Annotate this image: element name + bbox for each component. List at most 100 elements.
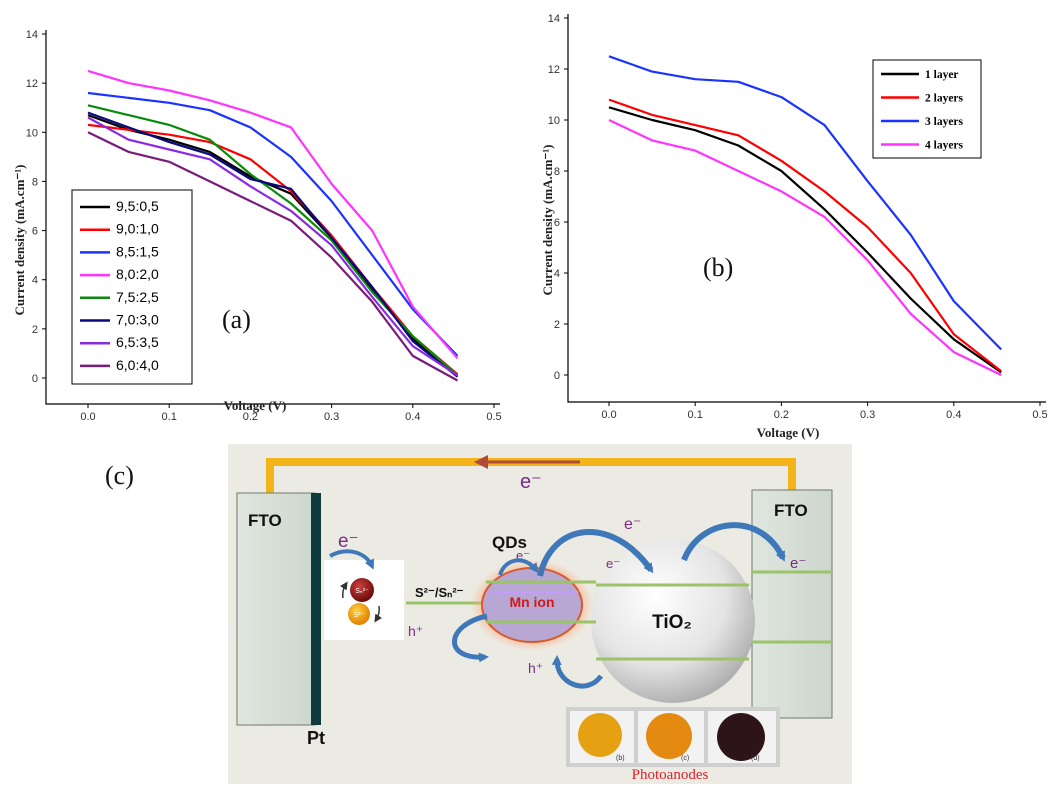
circuit-electron-label: e⁻ xyxy=(520,471,542,493)
chart-a-legend-label-2: 9,0:1,0 xyxy=(116,221,159,237)
chart-b-ytick-label: 14 xyxy=(548,13,560,25)
chart-b-panel-label: (b) xyxy=(703,253,733,282)
photoanodes-photo: (b) (c) (d) xyxy=(566,707,780,767)
chart-a-ytick-label: 6 xyxy=(32,226,38,238)
chart-a-ytick-label: 8 xyxy=(32,176,38,188)
chart-b-xtick-label: 0.1 xyxy=(688,409,703,421)
chart-b-xtick-label: 0.0 xyxy=(601,409,616,421)
recombination-arrow-icon xyxy=(551,655,604,689)
chart-a-series-line-4 xyxy=(87,69,459,360)
chart-a-axes: 0.0 0.1 0.2 0.3 0.4 0.5 0 2 4 6 8 10 12 14 xyxy=(26,29,502,423)
chart-b-xtick-label: 0.2 xyxy=(774,409,789,421)
chart-a-legend-label-7: 6,5:3,5 xyxy=(116,334,159,350)
chart-b-series-line-2 xyxy=(608,98,1002,373)
fto-right-label: FTO xyxy=(774,501,808,520)
chart-a-series-line-3 xyxy=(87,91,459,357)
redox-hole-label: h⁺ xyxy=(408,623,423,639)
s-ion-sphere xyxy=(348,603,370,625)
chart-b-legend-label-2: 2 layers xyxy=(925,93,964,105)
tio2-sphere xyxy=(591,539,755,703)
chart-a-ytick-label: 10 xyxy=(26,127,38,139)
chart-b-spines xyxy=(567,14,1046,403)
chart-b-series-line-3 xyxy=(608,55,1002,351)
chart-a-series-line-8 xyxy=(87,131,459,382)
chart-b-legend-label-1: 1 layer xyxy=(925,69,959,81)
chart-b-ytick-label: 6 xyxy=(554,217,560,229)
chart-a-legend-label-4: 8,0:2,0 xyxy=(116,266,159,282)
chart-a-legend-label-5: 7,5:2,5 xyxy=(116,289,159,305)
chart-b-legend-box xyxy=(872,59,982,159)
s-ion-label: S²⁻ xyxy=(354,612,365,619)
chart-a-xtick-label: 0.2 xyxy=(243,411,258,423)
chart-a-series-line-6 xyxy=(87,111,459,378)
qd-to-tio2-arrow-icon xyxy=(537,529,654,577)
chart-a-xtick-label: 0.4 xyxy=(405,411,420,423)
chart-b-ytick-label: 8 xyxy=(554,166,560,178)
mn-ion-label: Mn ion xyxy=(509,594,554,610)
fto-right-electron-label: e⁻ xyxy=(790,555,806,572)
photoanodes-caption: Photoanodes xyxy=(632,767,709,783)
chart-a-xtick-label: 0.3 xyxy=(324,411,339,423)
chart-a-legend-label-3: 8,5:1,5 xyxy=(116,243,159,259)
injection-electron-label: e⁻ xyxy=(624,516,641,533)
fto-left-electrode xyxy=(236,492,316,726)
fto-right-electrode xyxy=(751,489,833,719)
circuit-arrow-head-icon xyxy=(474,455,488,469)
chart-a-xtick-label: 0.5 xyxy=(486,411,501,423)
chart-b-xlabel: Voltage (V) xyxy=(757,425,820,440)
redox-couple-label: S²⁻/Sₙ²⁻ xyxy=(415,585,464,600)
chart-a-ytick-label: 0 xyxy=(32,373,38,385)
pt-label: Pt xyxy=(307,728,325,748)
chart-a-legend-label-8: 6,0:4,0 xyxy=(116,357,159,373)
photo-tag-b: (b) xyxy=(616,755,625,762)
chart-b-ytick-label: 0 xyxy=(554,370,560,382)
chart-a-ytick-label: 4 xyxy=(32,275,38,287)
chart-b-series-line-4 xyxy=(608,119,1002,376)
sample-d-disc xyxy=(717,713,765,761)
chart-a-ylabel: Current density (mA.cm⁻¹) xyxy=(12,165,27,316)
chart-a-legend-label-1: 9,5:0,5 xyxy=(116,198,159,214)
chart-b-lines xyxy=(608,55,1002,376)
chart-a-panel-label: (a) xyxy=(222,305,251,334)
sn-ion-label: Sₙ²⁻ xyxy=(355,588,369,595)
chart-b-xtick-label: 0.5 xyxy=(1032,409,1047,421)
qd-hole-label: h⁺ xyxy=(528,660,543,676)
chart-b-legend-label-3: 3 layers xyxy=(925,116,964,128)
diagram-panel-label: (c) xyxy=(105,461,134,490)
chart-a-xlabel: Voltage (V) xyxy=(224,398,287,413)
fto-left-label: FTO xyxy=(248,511,282,530)
chart-a-lines xyxy=(87,69,459,382)
chart-a-xtick-label: 0.0 xyxy=(80,411,95,423)
chart-b-ytick-label: 4 xyxy=(554,268,560,280)
qd-tio2-electron-label: e⁻ xyxy=(606,556,620,571)
redox-cycle-arrow-right-icon xyxy=(374,605,383,623)
redox-cycle-arrow-left-icon xyxy=(339,581,348,599)
chart-b-axes: 0.0 0.1 0.2 0.3 0.4 0.5 0 2 4 6 8 10 12 14 xyxy=(548,13,1048,421)
chart-a-spines xyxy=(45,30,500,405)
photo-tag-c: (c) xyxy=(681,755,689,762)
chart-a-legend-box xyxy=(71,189,193,385)
chart-b-legend-label-4: 4 layers xyxy=(925,140,964,152)
chart-a: 0.0 0.1 0.2 0.3 0.4 0.5 0 2 4 6 8 10 12 14 (a) Voltag… xyxy=(12,29,502,423)
chart-a-ytick-label: 12 xyxy=(26,78,38,90)
chart-b-xtick-label: 0.3 xyxy=(860,409,875,421)
chart-b-xtick-label: 0.4 xyxy=(946,409,961,421)
chart-b-ytick-label: 10 xyxy=(548,115,560,127)
photo-tag-d: (d) xyxy=(751,755,760,762)
chart-a-xtick-label: 0.1 xyxy=(162,411,177,423)
tio2-to-fto-arrow-icon xyxy=(681,522,786,562)
chart-a-series-line-2 xyxy=(87,123,459,376)
chart-a-legend: 9,5:0,5 9,0:1,0 8,5:1,5 8,0:2,0 7,5:2,5 7,0:3… xyxy=(71,189,193,385)
chart-a-ytick-label: 14 xyxy=(26,29,38,41)
chart-a-series-line-7 xyxy=(87,116,459,377)
sn-ion-sphere xyxy=(350,578,374,602)
tio2-label: TiO₂ xyxy=(652,612,692,633)
chart-b-ytick-label: 2 xyxy=(554,319,560,331)
qds-label: QDs xyxy=(492,533,527,552)
chart-b-ylabel: Current density (mA.cm⁻¹) xyxy=(540,145,555,296)
chart-b-series-line-1 xyxy=(608,106,1002,374)
pt-layer xyxy=(311,493,321,725)
sample-c-disc xyxy=(646,713,692,759)
chart-a-legend-label-6: 7,0:3,0 xyxy=(116,312,159,328)
